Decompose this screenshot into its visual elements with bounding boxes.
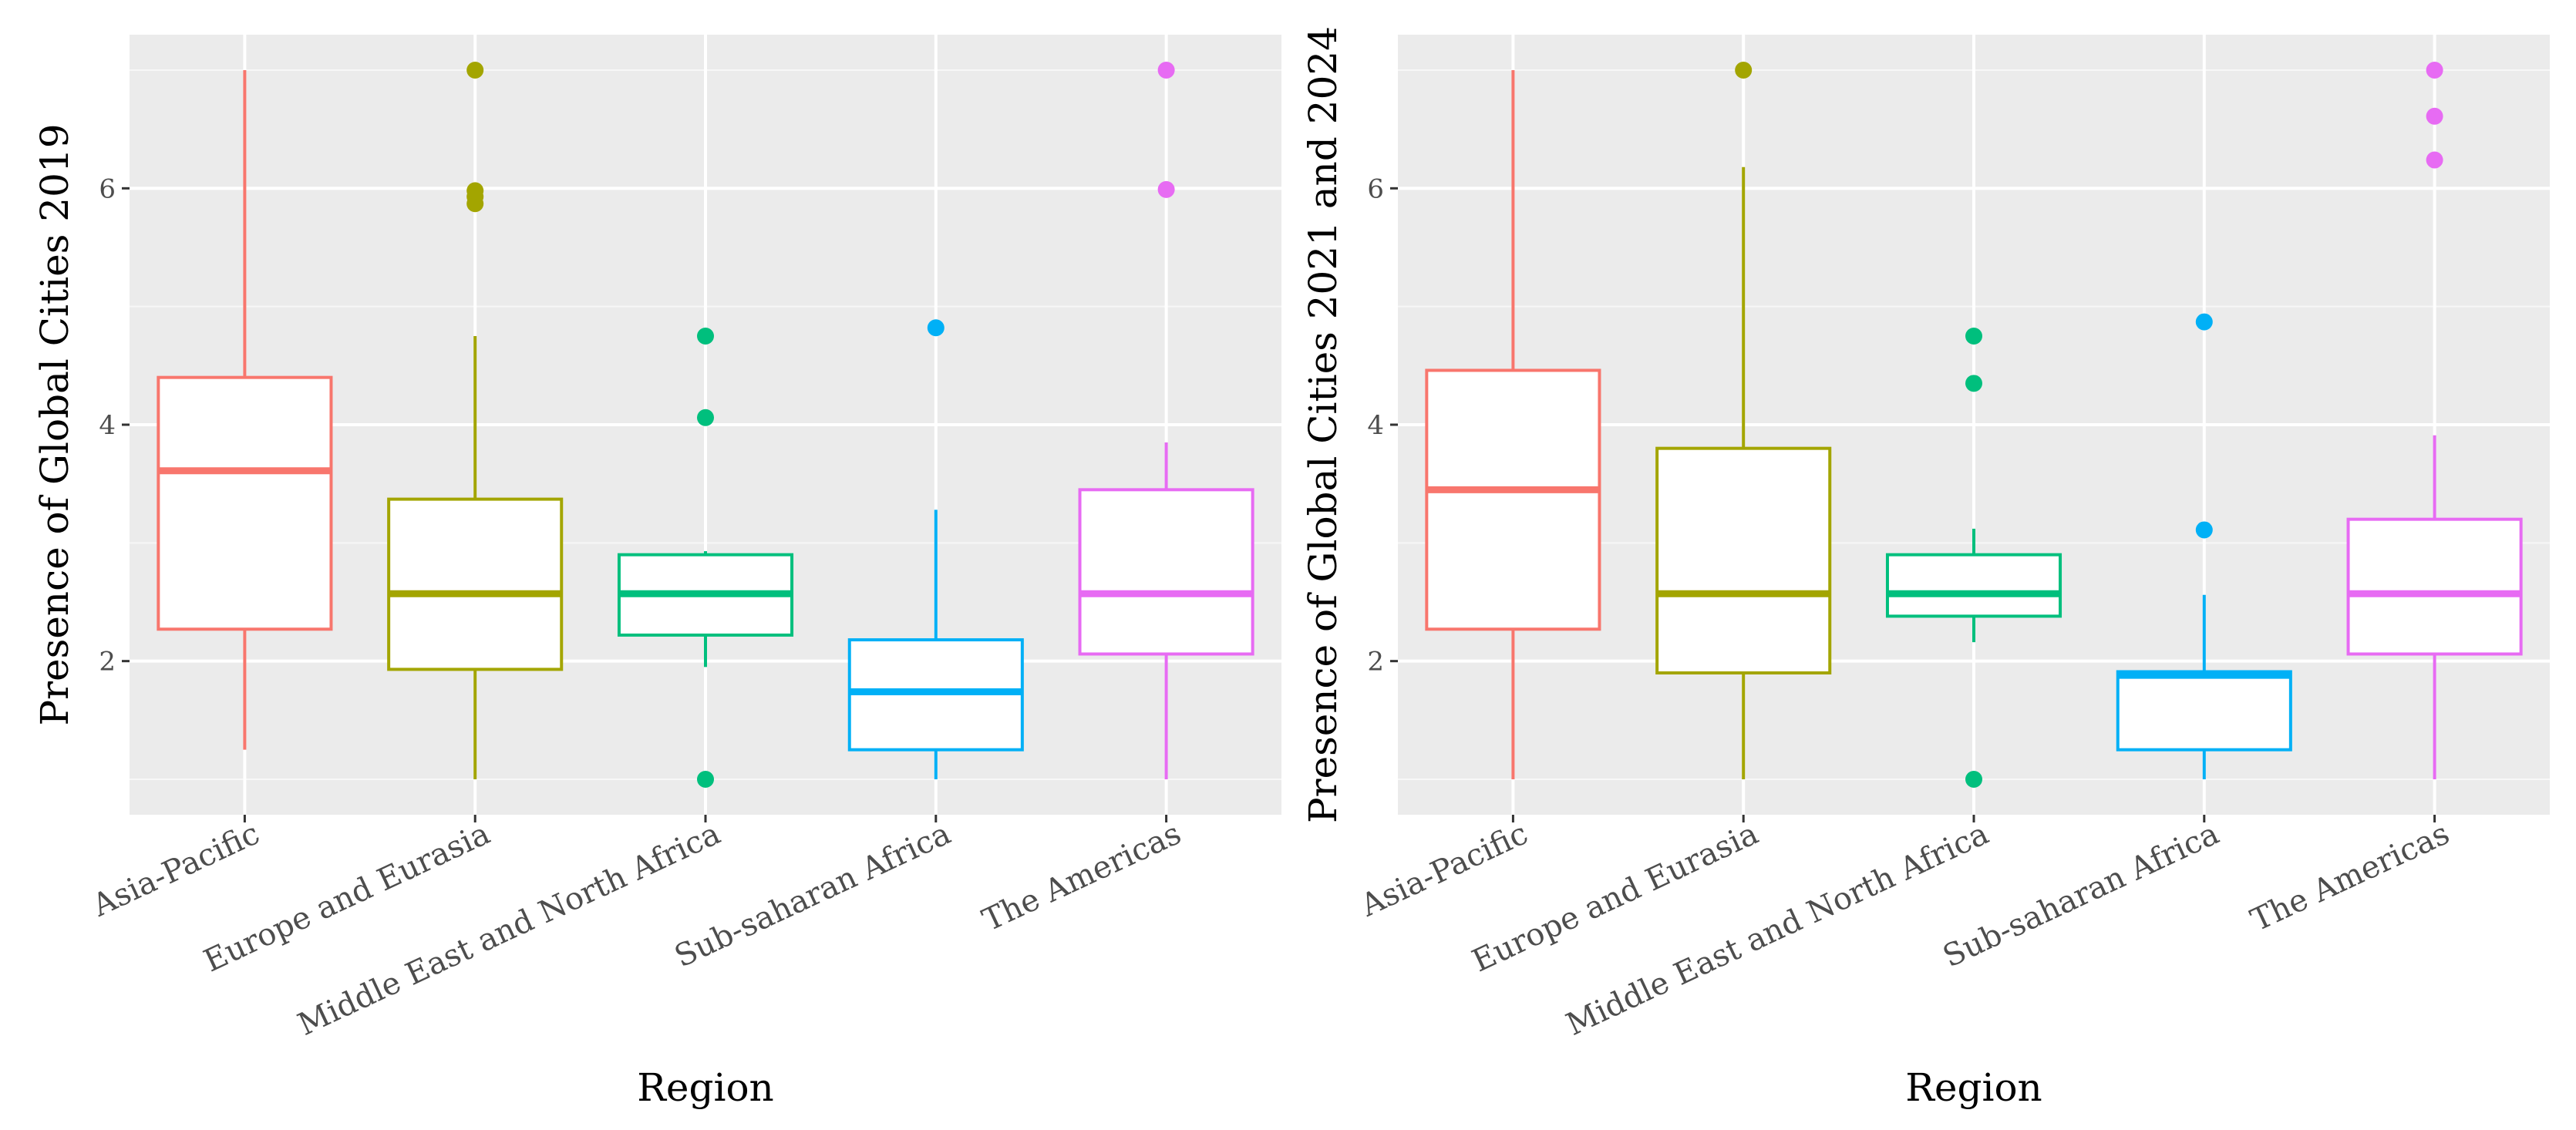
outlier-point [466, 62, 484, 79]
iqr-box [2346, 517, 2523, 656]
x-axis-title: Region [637, 1065, 774, 1110]
outlier-point [2426, 151, 2443, 169]
boxes-layer [1425, 62, 2523, 788]
outlier-point [1157, 62, 1175, 79]
outlier-point [697, 328, 714, 345]
y-tick-label: 2 [1367, 647, 1384, 678]
x-tick-label: Middle East and North Africa [293, 816, 726, 1043]
x-axis-title: Region [1905, 1065, 2042, 1110]
iqr-box [1078, 488, 1254, 656]
box-asia-pacific [157, 70, 333, 750]
box-the-americas [2346, 62, 2523, 779]
box-middle-east-and-north-africa [1885, 328, 2062, 788]
outlier-point [1965, 375, 1982, 392]
x-tick-label: The Americas [2245, 816, 2454, 938]
box-europe-and-eurasia [387, 62, 564, 779]
iqr-box [1655, 446, 1832, 675]
outlier-point [1965, 328, 1982, 345]
y-tick-label: 4 [99, 410, 116, 441]
box-the-americas [1078, 62, 1254, 779]
outlier-point [2195, 313, 2213, 331]
y-tick-label: 6 [99, 173, 116, 204]
x-tick-label: Asia-Pacific [1355, 816, 1533, 924]
outlier-point [697, 771, 714, 788]
outlier-point [1965, 771, 1982, 788]
y-axis-title: Presence of Global Cities 2021 and 2024 [1301, 26, 1345, 823]
iqr-box [1425, 368, 1601, 631]
x-tick-label: Asia-Pacific [86, 816, 264, 924]
box-asia-pacific [1425, 70, 1601, 779]
y-tick-label: 4 [1367, 410, 1384, 441]
y-axis-ticks: 2 4 6 [99, 173, 130, 678]
box-europe-and-eurasia [1655, 62, 1832, 779]
y-tick-label: 2 [99, 647, 116, 678]
x-tick-label: The Americas [977, 816, 1186, 938]
outlier-point [697, 409, 714, 426]
outlier-point [2195, 521, 2213, 539]
outlier-point [2426, 107, 2443, 125]
box-middle-east-and-north-africa [617, 328, 794, 788]
outlier-point [2426, 62, 2443, 79]
x-tick-label: Middle East and North Africa [1561, 816, 1995, 1043]
iqr-box [387, 497, 564, 671]
iqr-box [2116, 670, 2292, 752]
boxes-layer [157, 62, 1254, 788]
outlier-point [466, 182, 484, 200]
y-tick-label: 6 [1367, 173, 1384, 204]
box-sub-saharan-africa [2116, 313, 2292, 779]
outlier-point [1157, 180, 1175, 198]
box-sub-saharan-africa [847, 319, 1024, 779]
y-axis-title: Presence of Global Cities 2019 [32, 123, 77, 725]
outlier-point [927, 319, 945, 337]
y-axis-ticks: 2 4 6 [1367, 173, 1398, 678]
outlier-point [1735, 62, 1753, 79]
iqr-box [1885, 553, 2062, 618]
iqr-box [157, 375, 333, 631]
